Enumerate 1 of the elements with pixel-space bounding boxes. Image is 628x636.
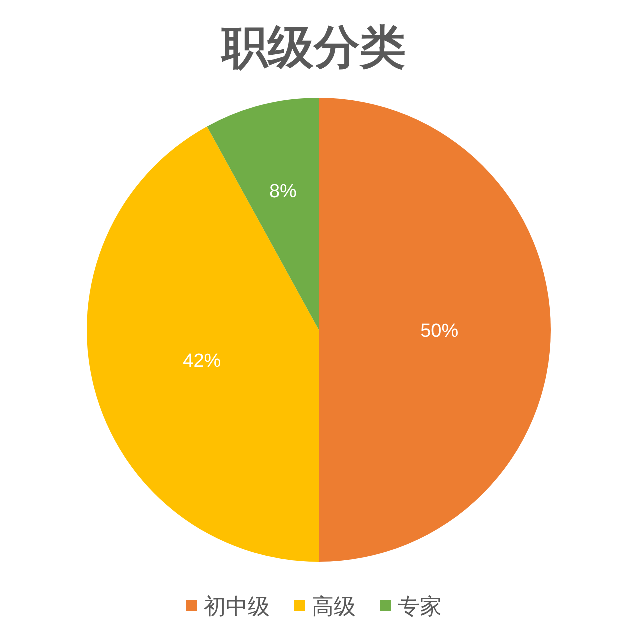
title: 职级分类	[222, 21, 406, 73]
